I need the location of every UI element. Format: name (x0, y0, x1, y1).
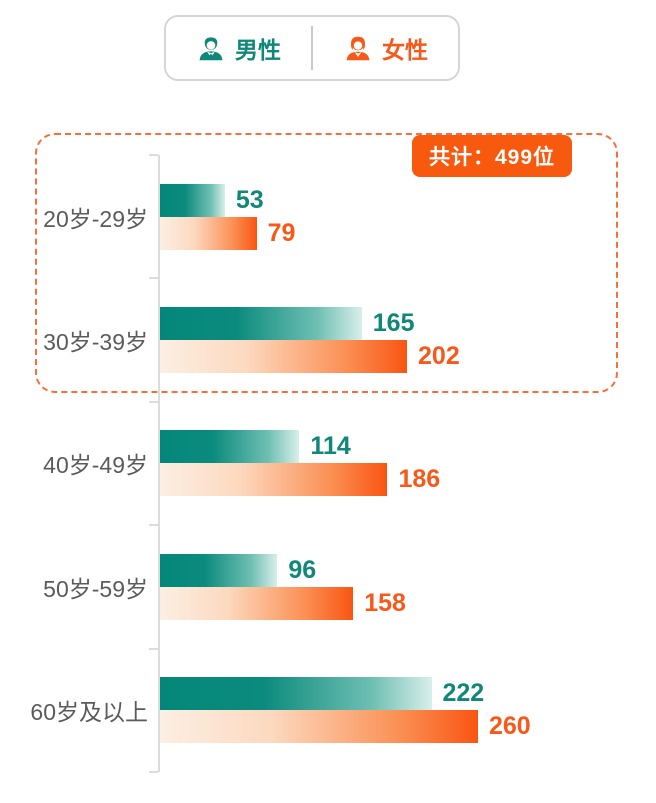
male-value-label: 96 (288, 555, 317, 584)
female-bar-line: 260 (160, 710, 531, 744)
axis-tick (149, 647, 158, 650)
male-bar[interactable] (160, 430, 300, 464)
female-value-label: 260 (488, 712, 531, 741)
chart-rows: 20岁-29岁 53 79 30岁-39岁 165 202 (0, 154, 656, 773)
male-bar-line: 165 (160, 307, 460, 341)
female-bar-line: 186 (160, 463, 441, 497)
axis-tick (149, 400, 158, 403)
category-label: 50岁-59岁 (43, 575, 148, 602)
highlight-callout-box: 共计：499位 (35, 133, 618, 393)
female-bar-line: 158 (160, 586, 406, 620)
male-value-label: 114 (310, 432, 351, 461)
female-value-label: 158 (364, 588, 406, 617)
axis-tick (149, 154, 158, 156)
male-bar[interactable] (160, 677, 432, 711)
female-bar[interactable] (160, 216, 257, 250)
female-value-label: 79 (267, 218, 296, 247)
bar-group: 53 79 (160, 183, 296, 250)
legend-label-female: 女性 (382, 37, 428, 63)
male-value-label: 53 (235, 185, 264, 214)
gender-legend: 男性 女性 (164, 15, 460, 81)
legend-divider (311, 26, 313, 70)
male-person-icon (199, 37, 223, 61)
legend-label-male: 男性 (235, 37, 281, 63)
male-bar[interactable] (160, 183, 225, 217)
female-value-label: 202 (418, 342, 460, 371)
axis-tick (149, 277, 158, 280)
bar-group: 114 186 (160, 430, 441, 497)
category-label: 40岁-49岁 (43, 452, 148, 479)
axis-tick (149, 524, 158, 527)
male-bar-line: 53 (160, 183, 295, 217)
total-count-badge: 共计：499位 (412, 135, 573, 177)
male-bar[interactable] (160, 307, 362, 341)
bar-group: 96 158 (160, 553, 406, 620)
female-bar[interactable] (160, 463, 388, 497)
legend-item-male[interactable]: 男性 (166, 31, 311, 65)
male-value-label: 165 (372, 309, 415, 338)
male-bar[interactable] (160, 553, 278, 587)
male-bar-line: 96 (160, 553, 406, 587)
bar-chart: 20岁-29岁 53 79 30岁-39岁 165 202 (0, 154, 656, 773)
female-bar[interactable] (160, 710, 478, 744)
category-label: 60岁及以上 (30, 699, 148, 726)
male-bar-line: 222 (160, 677, 531, 711)
axis-tick (149, 770, 158, 773)
female-bar-line: 202 (160, 340, 460, 374)
female-bar-line: 79 (160, 216, 296, 250)
category-label: 20岁-29岁 (43, 205, 148, 232)
female-bar[interactable] (160, 340, 408, 374)
female-value-label: 186 (398, 465, 441, 494)
male-value-label: 222 (442, 679, 485, 708)
chart-row: 40岁-49岁 114 186 (0, 400, 656, 525)
bar-group: 165 202 (160, 307, 460, 374)
chart-row: 20岁-29岁 53 79 (0, 154, 656, 278)
y-axis-line (158, 155, 160, 772)
male-bar-line: 114 (160, 430, 440, 464)
legend-item-female[interactable]: 女性 (313, 31, 458, 65)
category-label: 30岁-39岁 (43, 329, 148, 356)
female-bar[interactable] (160, 586, 354, 620)
chart-row: 60岁及以上 222 260 (0, 647, 656, 773)
female-person-icon (346, 36, 370, 61)
chart-row: 50岁-59岁 96 158 (0, 524, 656, 648)
bar-group: 222 260 (160, 677, 531, 744)
chart-row: 30岁-39岁 165 202 (0, 277, 656, 401)
